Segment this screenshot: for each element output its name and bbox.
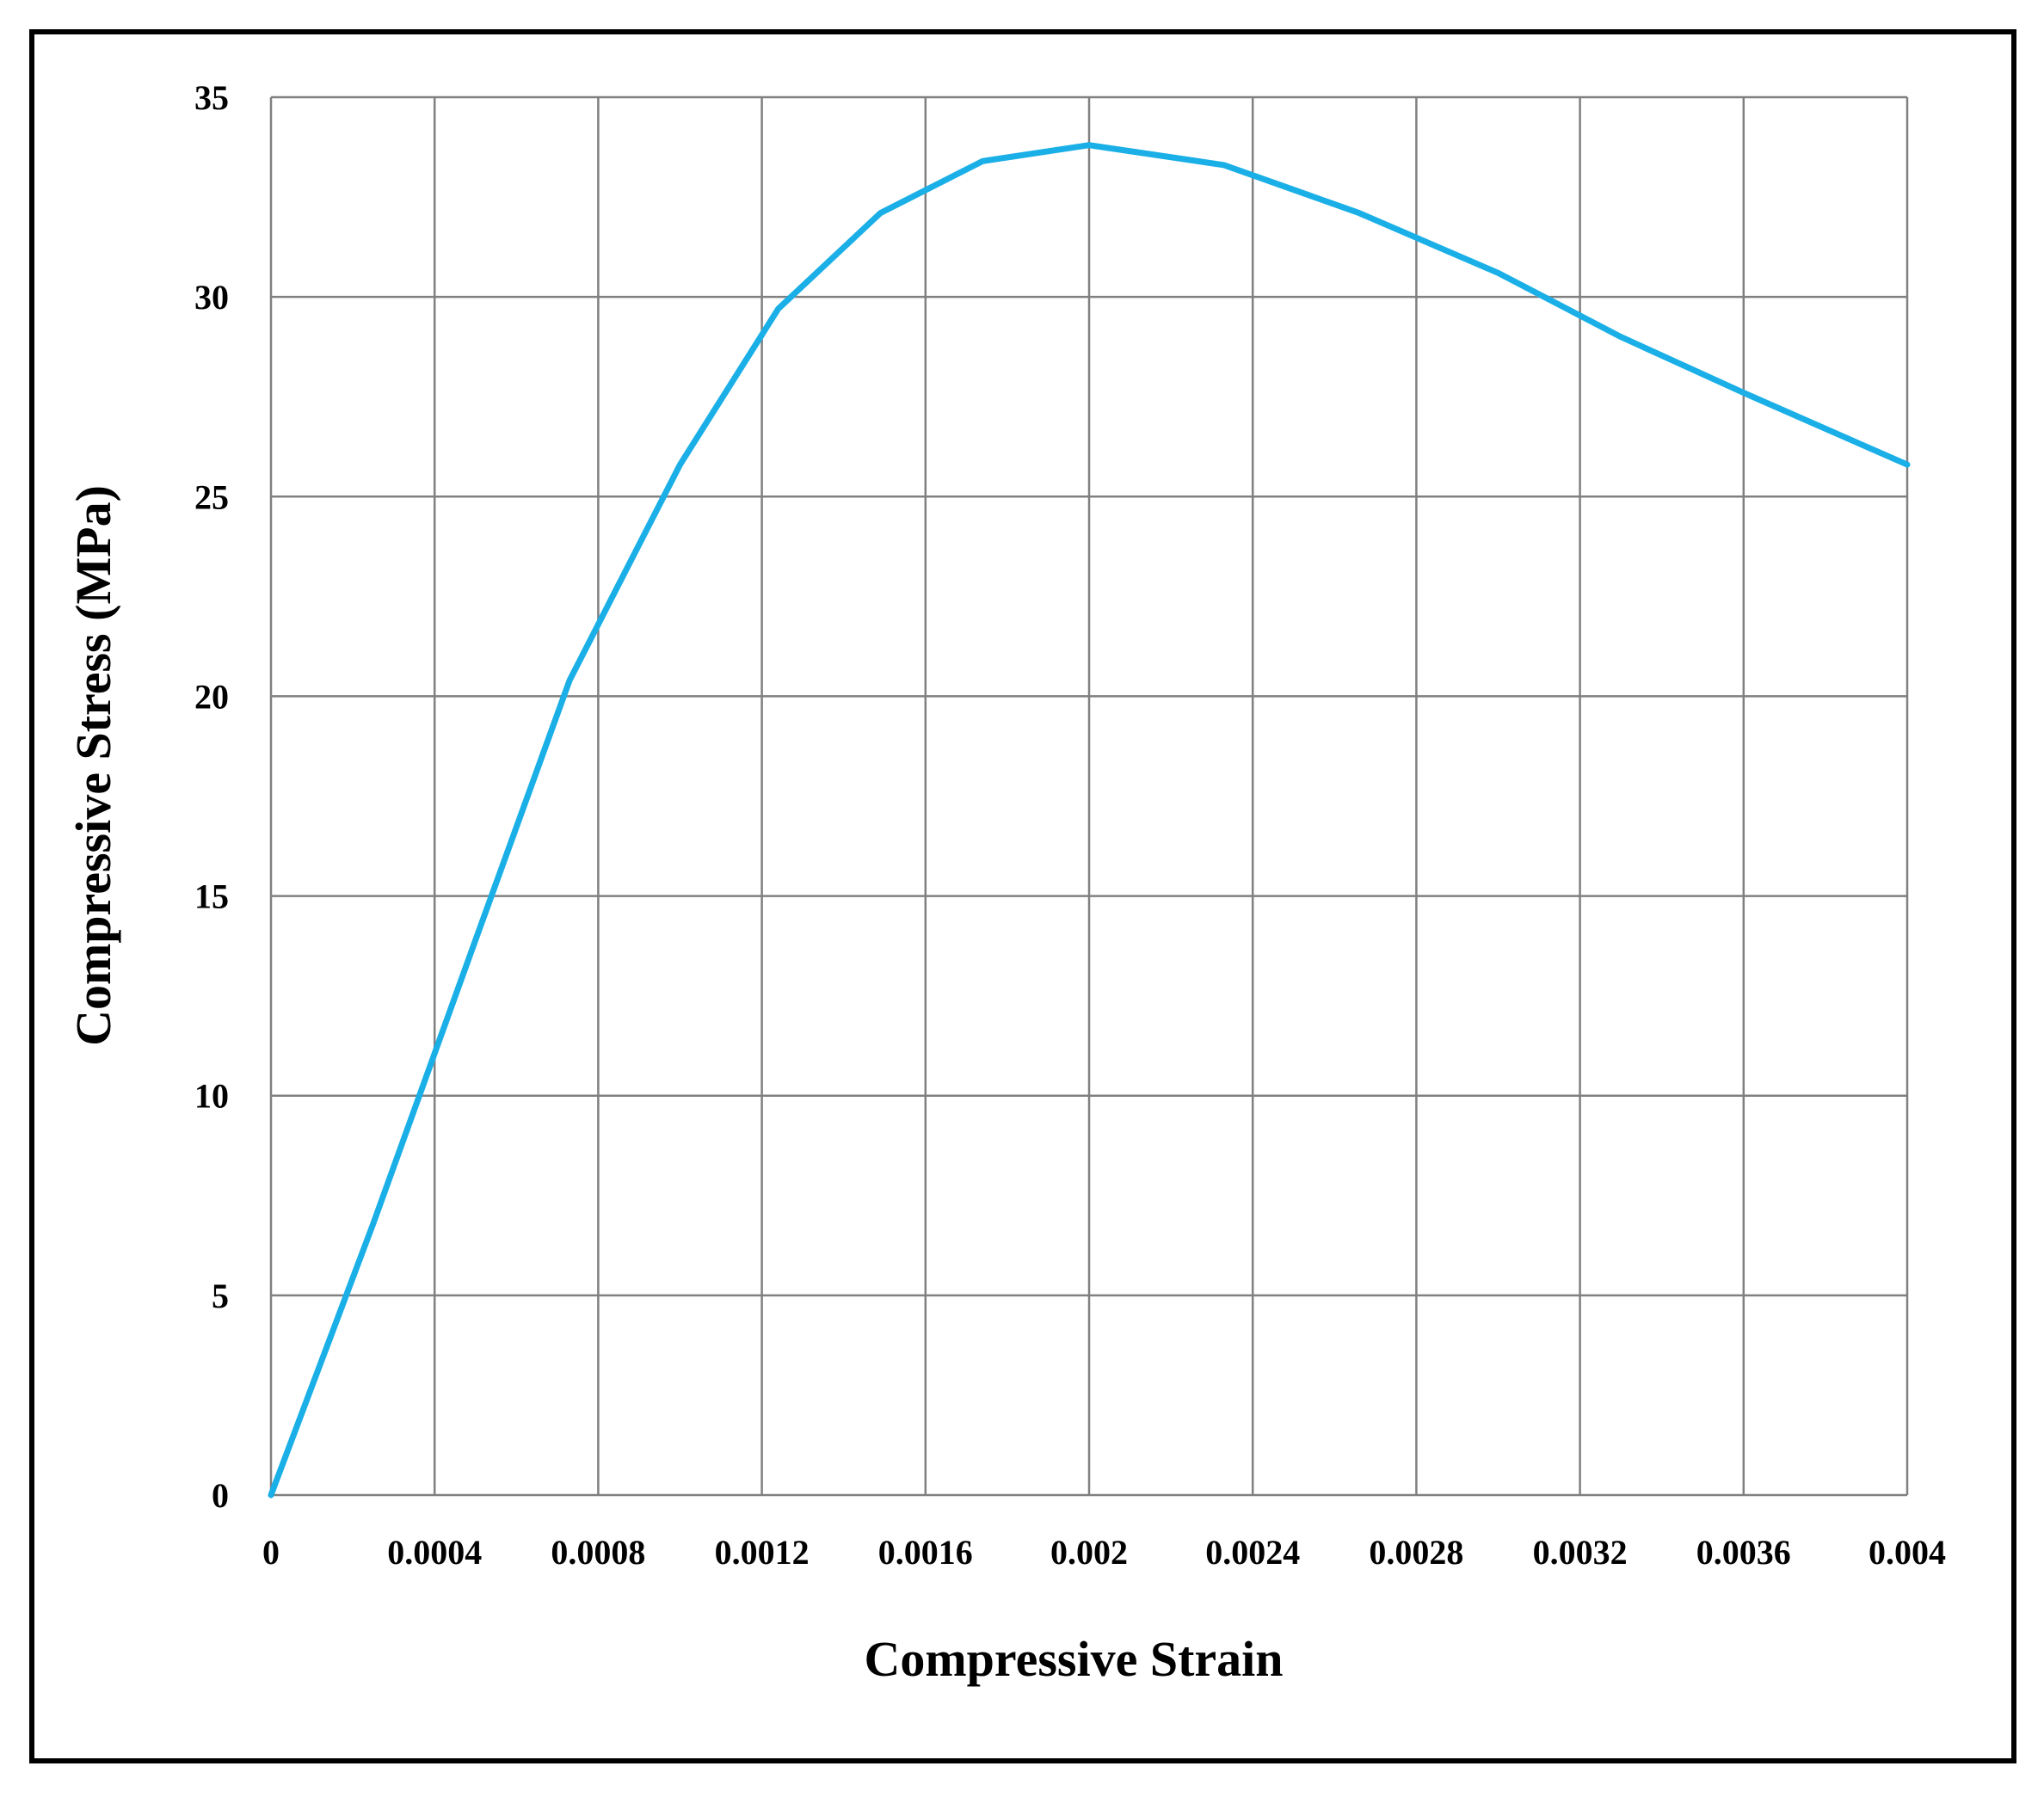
x-tick-label: 0.002 <box>1050 1533 1128 1572</box>
x-tick-label: 0.0004 <box>387 1533 482 1572</box>
x-tick-label: 0.004 <box>1869 1533 1946 1572</box>
y-tick-label: 35 <box>194 78 229 117</box>
x-tick-label: 0.0008 <box>551 1533 645 1572</box>
x-tick-label: 0.0012 <box>715 1533 810 1572</box>
x-tick-label: 0.0028 <box>1369 1533 1463 1572</box>
y-tick-label: 20 <box>194 677 229 716</box>
x-axis-title: Compressive Strain <box>864 1631 1283 1687</box>
y-tick-labels: 0 5 10 15 20 25 30 35 <box>194 78 229 1515</box>
x-tick-label: 0.0032 <box>1533 1533 1628 1572</box>
series-layer <box>268 142 1911 1499</box>
x-tick-label: 0.0024 <box>1205 1533 1300 1572</box>
x-tick-label: 0.0016 <box>878 1533 973 1572</box>
y-tick-label: 15 <box>194 877 229 916</box>
grid-lines <box>269 95 1909 1497</box>
y-tick-label: 10 <box>194 1077 229 1116</box>
y-tick-label: 30 <box>194 278 229 317</box>
y-tick-label: 5 <box>212 1277 229 1315</box>
x-tick-labels: 0 0.0004 0.0008 0.0012 0.0016 0.002 0.0024 0.00… <box>262 1533 1946 1572</box>
x-tick-label: 0 <box>262 1533 280 1572</box>
y-axis-title: Compressive Stress (MPa) <box>65 485 121 1046</box>
y-tick-label: 0 <box>212 1476 229 1515</box>
x-tick-label: 0.0036 <box>1696 1533 1791 1572</box>
series-line-0 <box>268 142 1911 1499</box>
y-tick-label: 25 <box>194 477 229 516</box>
